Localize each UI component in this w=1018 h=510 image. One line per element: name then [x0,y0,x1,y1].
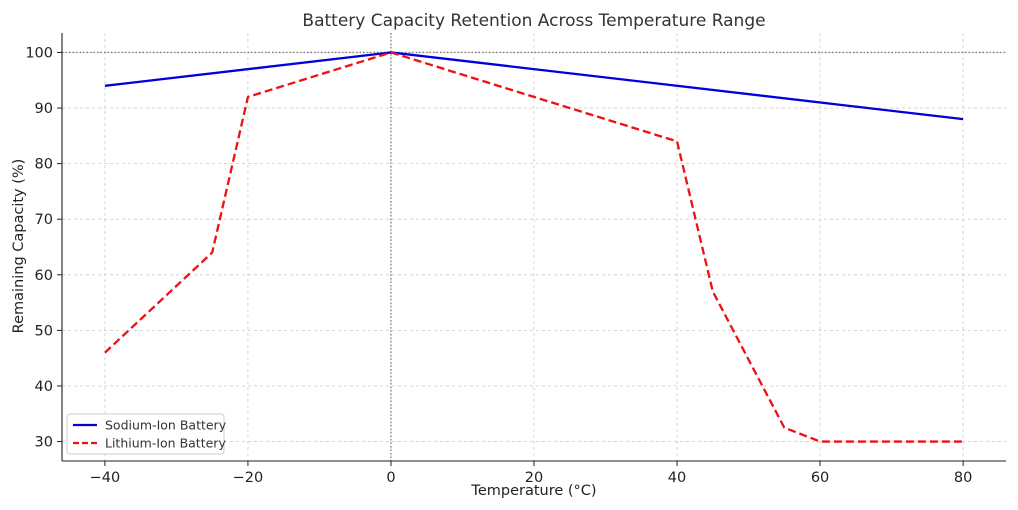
legend: Sodium-Ion Battery Lithium-Ion Battery [66,413,227,455]
y-tick-label: 60 [35,268,53,284]
y-tick-label: 40 [35,379,53,395]
y-axis-label: Remaining Capacity (%) [11,159,27,334]
chart-title: Battery Capacity Retention Across Temper… [302,11,765,31]
series-line-lithium-ion [104,51,964,443]
x-axis-label: Temperature (°C) [470,483,596,499]
legend-label: Sodium-Ion Battery [105,418,227,433]
y-tick-label: 90 [35,101,53,117]
y-tick-label: 80 [35,157,53,173]
y-tick-label: 50 [35,323,53,339]
x-tick-label: 0 [386,470,395,486]
x-tick-label: −40 [90,470,121,486]
x-tick-label: 80 [954,470,972,486]
x-tick-label: 60 [811,470,829,486]
x-tick-label: 40 [668,470,686,486]
y-tick-label: 30 [35,435,53,451]
reference-lines [62,33,1006,461]
legend-box [66,413,225,455]
legend-label: Lithium-Ion Battery [105,436,226,451]
y-tick-label: 70 [35,212,53,228]
series-line-sodium-ion [104,51,964,121]
x-axis-ticks: −40 −20 0 20 40 60 80 [90,461,972,486]
x-tick-label: 20 [525,470,543,486]
data-series [104,51,964,443]
x-tick-label: −20 [233,470,264,486]
y-tick-label: 100 [25,45,53,61]
y-axis-ticks: 30 40 50 60 70 80 90 100 [25,45,62,451]
